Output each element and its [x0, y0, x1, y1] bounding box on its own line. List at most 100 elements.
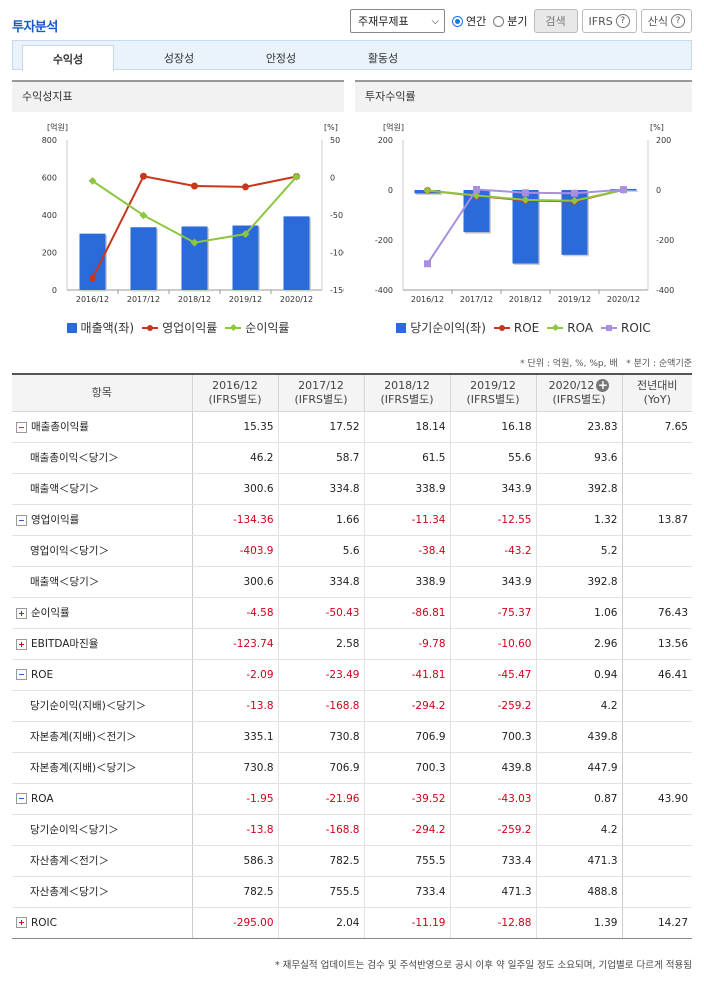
table-row[interactable]: ROA -1.95 -21.96 -39.52 -43.03 0.87 43.90 — [12, 783, 692, 815]
radio-quarter[interactable]: 분기 — [493, 13, 528, 29]
point-marker[interactable] — [89, 274, 96, 282]
legend-line-swatch — [142, 324, 159, 331]
tab-stability[interactable]: 안정성 — [265, 52, 297, 65]
row-label: ROIC — [31, 916, 57, 929]
value-cell: 1.66 — [277, 504, 364, 536]
collapse-icon[interactable] — [16, 421, 27, 433]
yoy-cell: 76.43 — [621, 597, 692, 629]
value-cell: 334.8 — [277, 473, 364, 505]
formula-help-button[interactable]: 산식 ? — [640, 9, 692, 33]
x-tick-label: 2018/12 — [178, 295, 211, 304]
value-cell: -43.2 — [449, 535, 536, 567]
point-marker[interactable] — [620, 186, 627, 194]
tab-growth[interactable]: 성장성 — [163, 52, 195, 65]
add-period-icon[interactable]: + — [596, 377, 610, 392]
row-label-cell: 당기순이익(지배)＜당기＞ — [12, 690, 193, 722]
panel-title: 수익성지표 — [12, 80, 344, 112]
legend-label: 순이익률 — [245, 321, 290, 335]
yoy-cell: 7.65 — [621, 411, 692, 443]
legend-item[interactable]: ROE — [493, 321, 539, 335]
table-row: 자산총계＜전기＞ 586.3 782.5 755.5 733.4 471.3 — [12, 845, 692, 877]
formula-label: 산식 — [647, 15, 668, 28]
yoy-cell — [621, 442, 692, 474]
value-cell: 439.8 — [535, 721, 622, 753]
expand-icon[interactable] — [16, 638, 27, 650]
left-tick-label: -400 — [375, 286, 393, 295]
search-button[interactable]: 검색 — [533, 9, 578, 33]
value-cell: 23.83 — [535, 411, 622, 443]
row-label-cell: EBITDA마진율 — [12, 628, 193, 660]
value-cell: 300.6 — [191, 566, 278, 598]
table-row[interactable]: 영업이익률 -134.36 1.66 -11.34 -12.55 1.32 13.87 — [12, 504, 692, 536]
financial-table: 항목 2016/12 (IFRS별도) 2017/12 (IFRS별도) 2018/… — [12, 373, 692, 939]
legend-item[interactable]: 순이익률 — [225, 319, 289, 336]
point-marker[interactable] — [191, 182, 198, 190]
point-marker[interactable] — [424, 260, 431, 268]
tab-activity[interactable]: 활동성 — [367, 52, 399, 65]
value-cell: 392.8 — [535, 473, 622, 505]
legend-item[interactable]: ROIC — [601, 321, 651, 335]
legend-label: 당기순이익(좌) — [410, 321, 486, 335]
value-cell: 706.9 — [277, 752, 364, 784]
bar[interactable] — [130, 227, 157, 290]
row-label-cell: 자본총계(지배)＜당기＞ — [12, 752, 193, 784]
expand-icon[interactable] — [16, 917, 27, 928]
point-marker[interactable] — [473, 185, 480, 193]
right-unit-label: [%] — [324, 123, 338, 132]
value-cell: -11.34 — [363, 504, 450, 536]
x-tick-label: 2016/12 — [76, 295, 109, 304]
value-cell: 733.4 — [363, 876, 450, 908]
value-cell: -294.2 — [363, 690, 450, 722]
table-row[interactable]: 매출총이익률 15.35 17.52 18.14 16.18 23.83 7.65 — [12, 411, 692, 443]
table-row: 당기순이익＜당기＞ -13.8 -168.8 -294.2 -259.2 4.2 — [12, 814, 692, 846]
chart-legend: 당기순이익(좌) ROE ROA ROIC — [355, 319, 692, 336]
question-icon: ? — [671, 14, 685, 28]
legend-item[interactable]: ROA — [547, 321, 593, 335]
value-cell: 0.87 — [535, 783, 622, 815]
point-marker[interactable] — [242, 183, 249, 191]
yoy-cell: 46.41 — [621, 659, 692, 691]
value-cell: 700.3 — [449, 721, 536, 753]
value-cell: -86.81 — [363, 597, 450, 629]
value-cell: 392.8 — [535, 566, 622, 598]
radio-annual[interactable]: 연간 — [452, 13, 486, 29]
right-tick-label: -50 — [330, 211, 343, 220]
header-sub: (IFRS별도) — [466, 392, 520, 406]
table-row[interactable]: ROIC -295.00 2.04 -11.19 -12.88 1.39 14.27 — [12, 907, 692, 939]
value-cell: -38.4 — [363, 535, 450, 567]
point-marker[interactable] — [140, 172, 147, 180]
point-marker[interactable] — [190, 238, 199, 247]
collapse-icon[interactable] — [16, 793, 27, 804]
table-row[interactable]: EBITDA마진율 -123.74 2.58 -9.78 -10.60 2.96 13.56 — [12, 628, 692, 660]
bar[interactable] — [181, 226, 208, 290]
yoy-cell — [621, 752, 692, 784]
legend-item[interactable]: 영업이익률 — [142, 319, 217, 336]
bar[interactable] — [283, 216, 310, 290]
value-cell: -13.8 — [191, 690, 278, 722]
header-label: 2017/12 — [298, 378, 344, 392]
collapse-icon[interactable] — [16, 514, 27, 526]
table-row[interactable]: 순이익률 -4.58 -50.43 -86.81 -75.37 1.06 76.43 — [12, 597, 692, 629]
value-cell: 755.5 — [277, 876, 364, 908]
report-type-select[interactable]: 주재무제표 ⌵ — [350, 9, 446, 33]
table-row[interactable]: ROE -2.09 -23.49 -41.81 -45.47 0.94 46.41 — [12, 659, 692, 691]
point-marker[interactable] — [423, 186, 432, 195]
legend-item[interactable]: 당기순이익(좌) — [396, 319, 486, 336]
value-cell: -43.03 — [449, 783, 536, 815]
point-marker[interactable] — [571, 189, 578, 197]
quarter-note: * 분기 : 순액기준 — [626, 359, 692, 369]
table-row: 당기순이익(지배)＜당기＞ -13.8 -168.8 -294.2 -259.2 4.2 — [12, 690, 692, 722]
expand-icon[interactable] — [16, 607, 27, 619]
row-label-cell: 자산총계＜전기＞ — [12, 845, 193, 877]
row-label-cell: ROA — [12, 783, 193, 815]
legend-item[interactable]: 매출액(좌) — [66, 319, 134, 336]
row-label-cell: 영업이익＜당기＞ — [12, 535, 193, 567]
ifrs-help-button[interactable]: IFRS ? — [581, 9, 637, 33]
collapse-icon[interactable] — [16, 669, 27, 680]
value-cell: 300.6 — [191, 473, 278, 505]
point-marker[interactable] — [522, 189, 529, 197]
chart-legend: 매출액(좌) 영업이익률 순이익률 — [12, 319, 344, 336]
header-label: 항목 — [91, 385, 112, 399]
row-label: ROE — [31, 668, 54, 681]
tab-profitability[interactable]: 수익성 — [22, 45, 114, 71]
